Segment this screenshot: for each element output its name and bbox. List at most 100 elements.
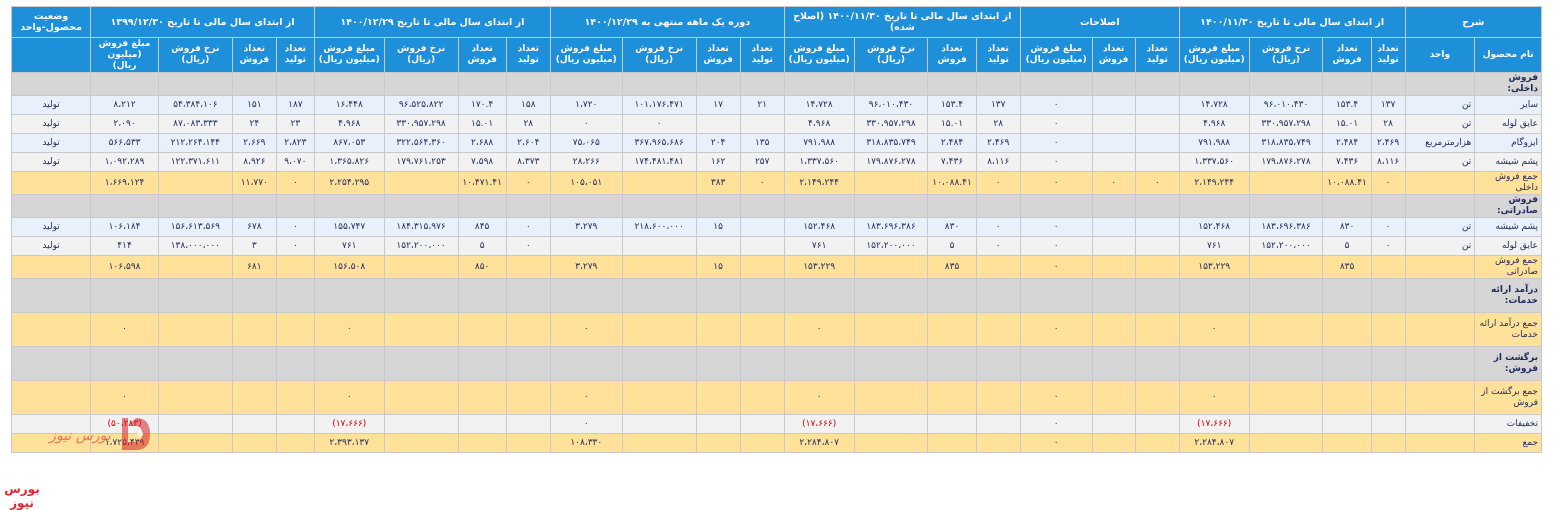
value-cell: ۱۷۹،۷۶۱،۲۵۳: [383, 152, 459, 172]
value-cell: [1178, 194, 1250, 218]
value-cell: ۱۵۲،۲۰۰،۰۰۰: [1248, 236, 1324, 256]
value-cell: [1322, 194, 1372, 218]
value-cell: ۸،۹۲۶: [231, 152, 277, 172]
value-cell: ۰: [621, 114, 697, 134]
table-row: پشم شیشه تن ۰ ۸۳۰ ۱۸۳،۶۹۶،۳۸۶ ۱۵۲،۴۶۸ ۰ ۰ ۸۳۰ ۱۸۳…: [10, 217, 1542, 237]
value-cell: [1322, 278, 1372, 313]
value-cell: [1134, 217, 1180, 237]
column-header: نرخ فروش (ریال): [853, 37, 929, 73]
value-cell: [157, 414, 233, 434]
value-cell: [739, 278, 785, 313]
value-cell: ۲،۶۸۸: [457, 133, 507, 153]
header-row-columns: نام محصول واحد تعداد تولید تعداد فروش نرخ فر…: [10, 37, 1542, 73]
value-cell: [695, 380, 741, 415]
value-cell: ۱۰۶،۵۹۸: [90, 255, 159, 279]
value-cell: [1091, 152, 1136, 172]
value-cell: ۱۰،۴۷۱.۴۱: [457, 171, 507, 195]
value-cell: [739, 72, 785, 96]
value-cell: [90, 194, 159, 218]
value-cell: [975, 414, 1021, 434]
value-cell: [695, 236, 741, 256]
column-header: تعداد تولید: [1134, 37, 1180, 73]
value-cell: ۲۱: [739, 95, 785, 115]
value-cell: [1091, 433, 1136, 453]
value-cell: [383, 312, 459, 347]
value-cell: [1134, 194, 1180, 218]
value-cell: ۱۸۳،۶۹۶،۳۸۶: [1248, 217, 1324, 237]
value-cell: ۸۳۵: [1322, 255, 1372, 279]
value-cell: ۲،۸۲۳: [275, 133, 315, 153]
value-cell: [275, 414, 315, 434]
value-cell: ۸،۱۱۶: [975, 152, 1021, 172]
value-cell: ۱۵۳.۴: [1322, 95, 1372, 115]
value-cell: ۱۵۸: [505, 95, 551, 115]
value-cell: ۱۲۲،۳۷۱،۶۱۱: [157, 152, 233, 172]
value-cell: ۱۳۷: [975, 95, 1021, 115]
value-cell: ۷۹۱،۹۸۸: [1178, 133, 1250, 153]
status-cell: تولید: [10, 236, 92, 256]
period-header: از ابتدای سال مالی تا تاریخ ۱۴۰۰/۱۱/۳۰: [1178, 6, 1406, 38]
value-cell: [739, 255, 785, 279]
value-cell: [1370, 255, 1406, 279]
unit-cell: تن: [1404, 217, 1476, 237]
value-cell: [1248, 194, 1324, 218]
table-row: درآمد ارائه خدمات:: [10, 278, 1542, 313]
column-header: مبلغ فروش (میلیون ریال): [1019, 37, 1093, 73]
value-cell: [383, 171, 459, 195]
unit-cell: [1404, 278, 1476, 313]
value-cell: ۲،۶۶۹: [231, 133, 277, 153]
value-cell: ۲۸: [1370, 114, 1406, 134]
value-cell: [739, 380, 785, 415]
value-cell: ۰: [90, 312, 159, 347]
value-cell: ۰: [1019, 133, 1093, 153]
table-row: جمع فروش صادراتی ۸۳۵ ۱۵۳،۲۲۹ ۰ ۸۳۵ ۱۵۳،۲۲۹ ۱۵ ۳…: [10, 255, 1542, 279]
value-cell: ۰: [275, 236, 315, 256]
value-cell: [275, 194, 315, 218]
value-cell: ۱،۶۶۹،۱۲۴: [90, 171, 159, 195]
value-cell: ۰: [1019, 217, 1093, 237]
value-cell: ۱۰۱،۱۷۶،۴۷۱: [621, 95, 697, 115]
status-cell: [10, 312, 92, 347]
value-cell: ۲،۱۴۹،۲۴۴: [783, 171, 855, 195]
value-cell: ۱۷۹،۸۷۶،۲۷۸: [853, 152, 929, 172]
value-cell: ۲،۲۸۴،۸۰۷: [783, 433, 855, 453]
value-cell: [1019, 346, 1093, 381]
value-cell: [1134, 133, 1180, 153]
table-row: فروش صادراتی:: [10, 194, 1542, 218]
row-label: جمع فروش داخلی: [1474, 171, 1542, 195]
value-cell: [231, 278, 277, 313]
value-cell: [927, 433, 977, 453]
value-cell: [1370, 433, 1406, 453]
value-cell: ۱۸۴،۳۱۵،۹۷۶: [383, 217, 459, 237]
value-cell: ۸۵۰: [457, 255, 507, 279]
value-cell: ۰: [1370, 171, 1406, 195]
column-header: تعداد فروش: [1322, 37, 1372, 73]
value-cell: [1248, 414, 1324, 434]
value-cell: [505, 278, 551, 313]
value-cell: (۱۷،۶۶۶): [783, 414, 855, 434]
value-cell: ۱۶۲: [695, 152, 741, 172]
column-header: مبلغ فروش (میلیون ریال): [549, 37, 623, 73]
value-cell: [739, 217, 785, 237]
column-header-status: [10, 37, 92, 73]
header-row-periods: شرح از ابتدای سال مالی تا تاریخ ۱۴۰۰/۱۱/۳…: [10, 6, 1543, 38]
value-cell: [621, 414, 697, 434]
value-cell: [383, 255, 459, 279]
value-cell: [783, 346, 855, 381]
row-label: جمع برگشت از فروش: [1474, 380, 1542, 415]
value-cell: ۱۵۵،۷۴۷: [313, 217, 385, 237]
status-cell: [10, 171, 92, 195]
value-cell: [505, 72, 551, 96]
value-cell: [927, 414, 977, 434]
value-cell: [505, 312, 551, 347]
value-cell: ۷۶۱: [1178, 236, 1250, 256]
value-cell: ۲۸،۲۶۶: [549, 152, 623, 172]
value-cell: [549, 346, 623, 381]
value-cell: ۳،۲۷۹: [549, 217, 623, 237]
value-cell: ۱۸۳،۶۹۶،۳۸۶: [853, 217, 929, 237]
row-label: فروش داخلی:: [1474, 72, 1542, 96]
bourse-news-watermark: بورس نیوز: [40, 412, 160, 456]
value-cell: [90, 278, 159, 313]
value-cell: [927, 72, 977, 96]
value-cell: ۷،۴۳۶: [1322, 152, 1372, 172]
